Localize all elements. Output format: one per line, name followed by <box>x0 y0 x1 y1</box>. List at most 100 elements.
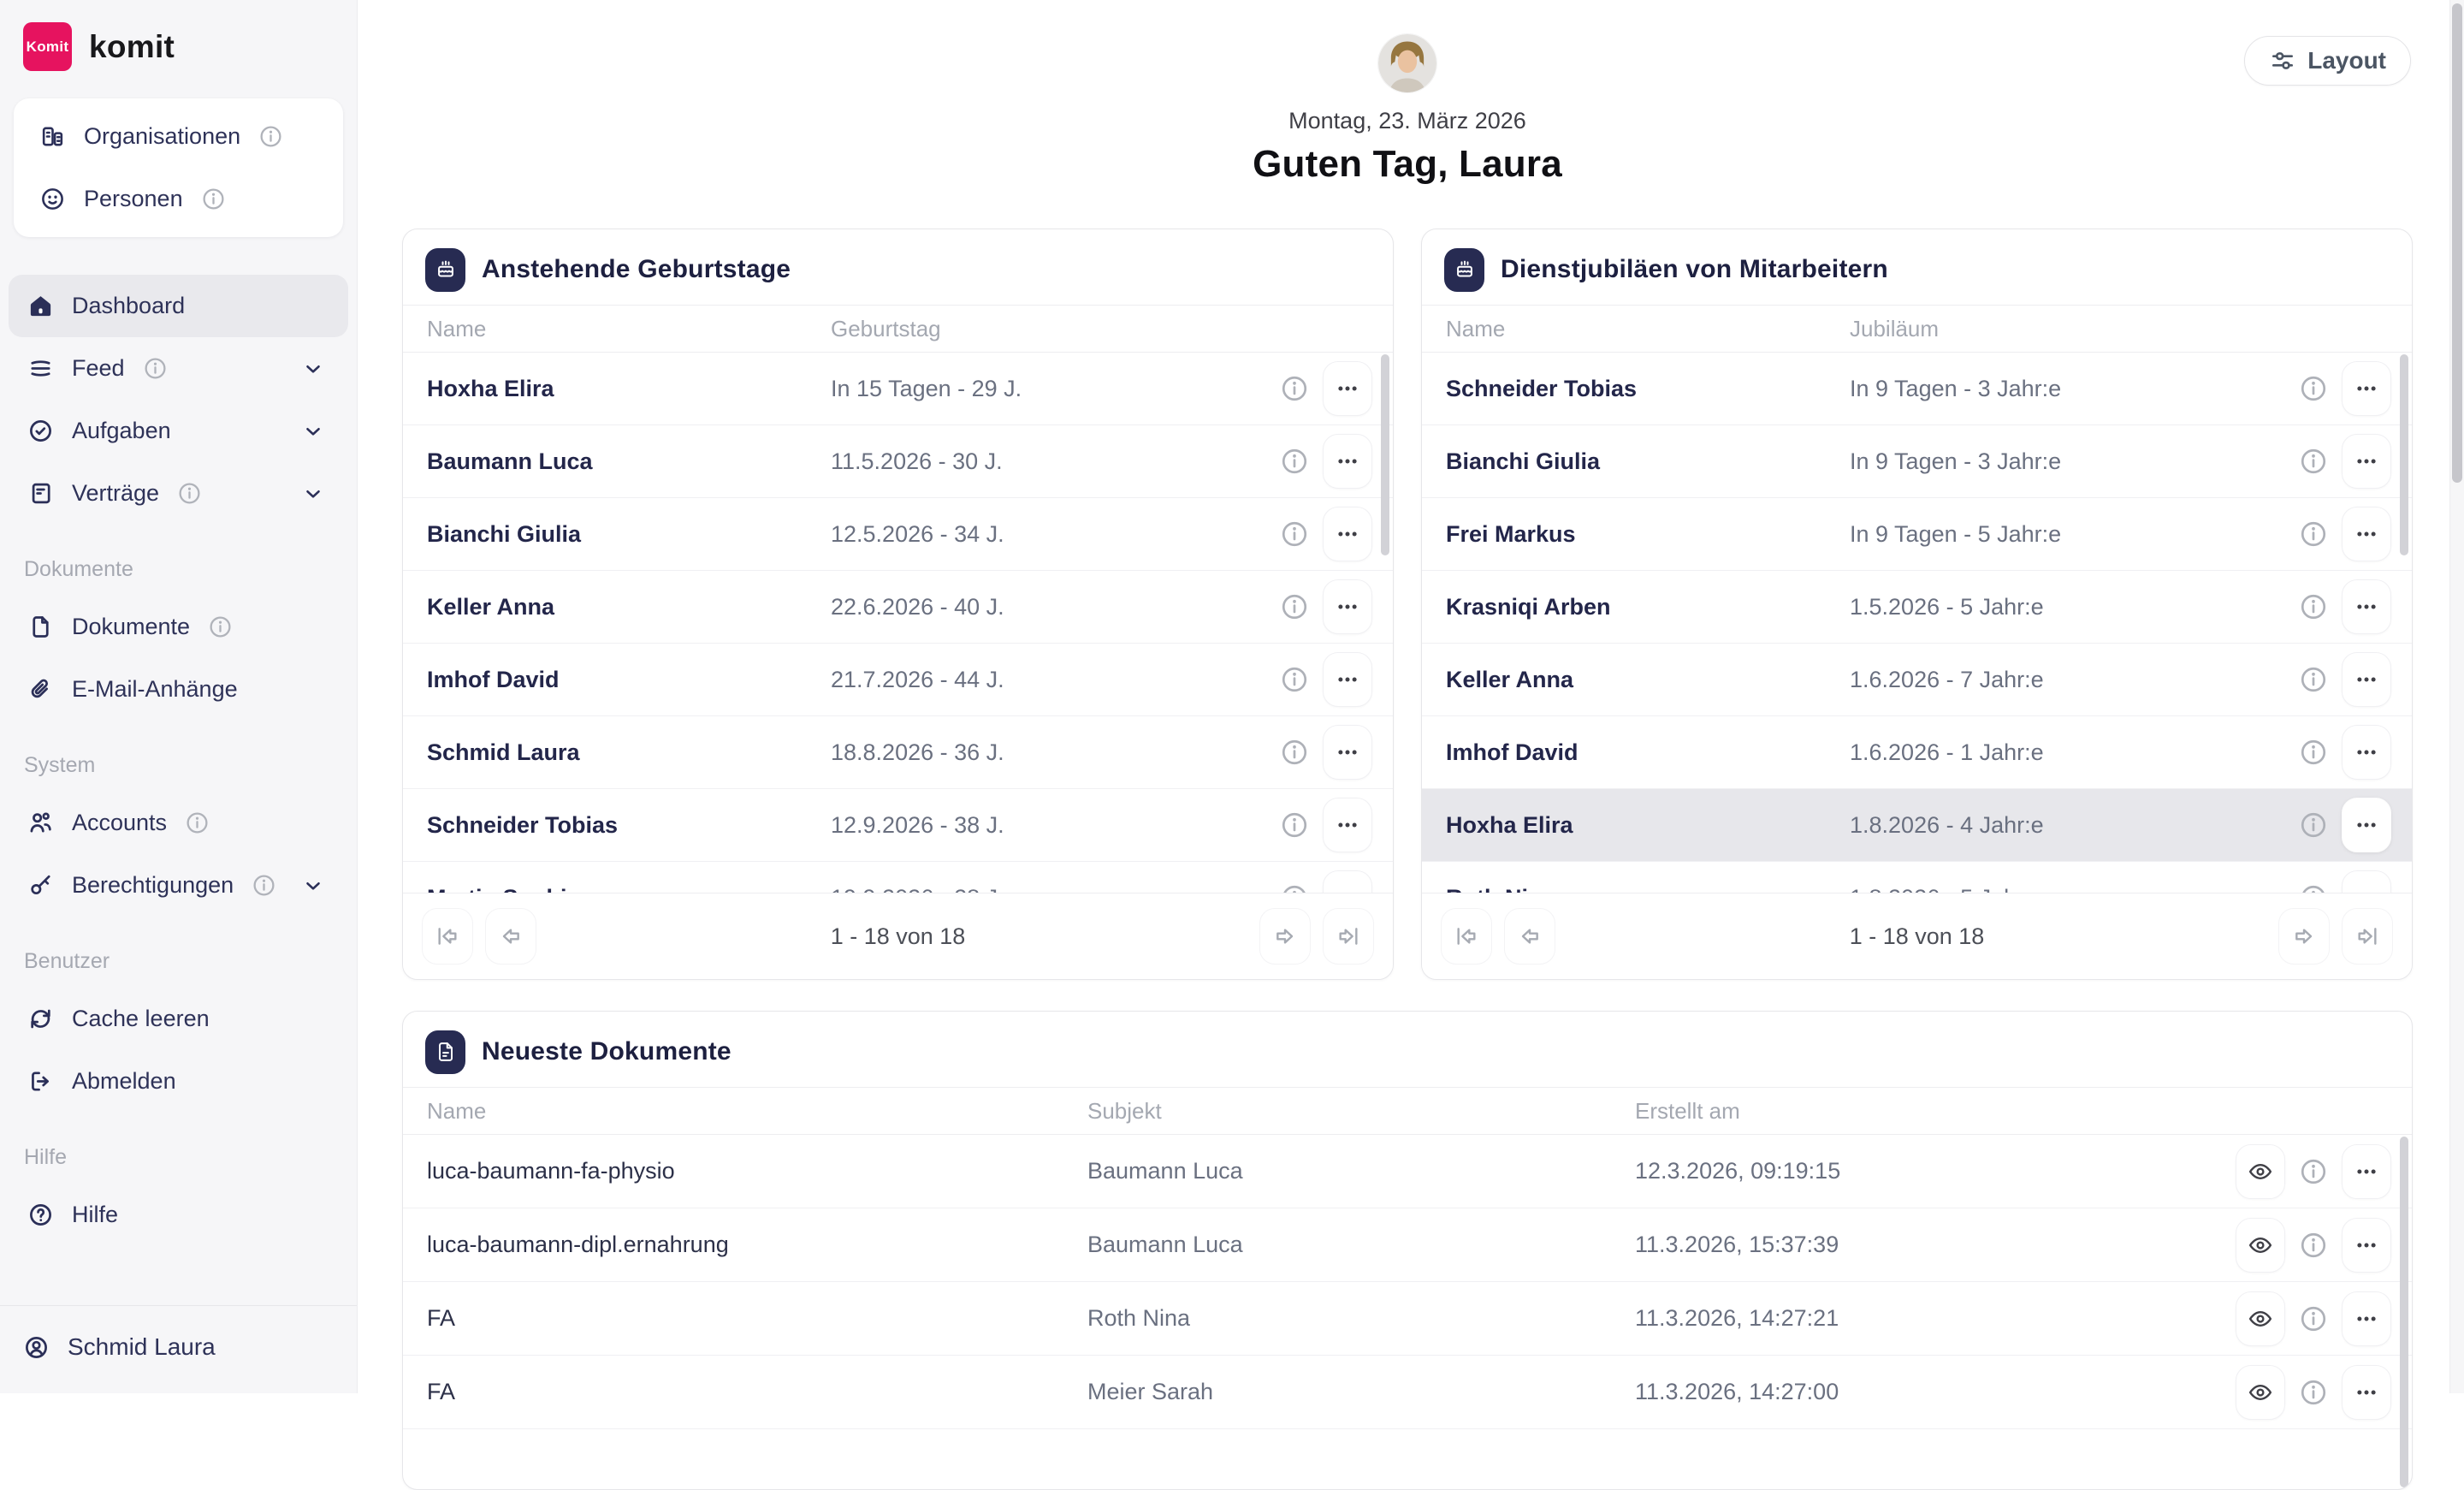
info-icon[interactable] <box>185 810 210 835</box>
table-row[interactable]: FA Meier Sarah 11.3.2026, 14:27:00 <box>403 1356 2412 1429</box>
info-icon[interactable] <box>208 614 233 639</box>
info-icon[interactable] <box>258 124 283 149</box>
chevron-down-icon[interactable] <box>302 420 324 442</box>
arrow-left-icon <box>1516 923 1543 950</box>
sidebar-item-email-anhaenge[interactable]: E-Mail-Anhänge <box>9 658 348 721</box>
sidebar-item-aufgaben[interactable]: Aufgaben <box>9 400 348 462</box>
table-row[interactable]: luca-baumann-fa-physio Baumann Luca 12.3… <box>403 1135 2412 1208</box>
info-button[interactable] <box>2299 1378 2328 1407</box>
current-user[interactable]: Schmid Laura <box>0 1306 357 1393</box>
sidebar-item-accounts[interactable]: Accounts <box>9 792 348 854</box>
more-button[interactable] <box>2342 507 2391 561</box>
table-row[interactable]: Hoxha Elira In 15 Tagen - 29 J. <box>403 353 1393 425</box>
more-button[interactable] <box>2342 434 2391 489</box>
sidebar-item-personen[interactable]: Personen <box>21 168 336 230</box>
anniversaries-table: Schneider Tobias In 9 Tagen - 3 Jahr:e B… <box>1422 353 2412 904</box>
more-button[interactable] <box>1323 361 1372 416</box>
info-button[interactable] <box>2299 665 2328 694</box>
sidebar-item-vertraege[interactable]: Verträge <box>9 462 348 525</box>
info-button[interactable] <box>2299 810 2328 840</box>
first-page-button[interactable] <box>1441 908 1492 965</box>
page-scrollbar[interactable] <box>2452 3 2462 483</box>
table-row[interactable]: Schneider Tobias 12.9.2026 - 38 J. <box>403 789 1393 862</box>
table-row[interactable]: Schmid Laura 18.8.2026 - 36 J. <box>403 716 1393 789</box>
info-button[interactable] <box>2299 374 2328 403</box>
info-button[interactable] <box>2299 1231 2328 1260</box>
prev-page-button[interactable] <box>485 908 536 965</box>
more-button[interactable] <box>1323 652 1372 707</box>
info-button[interactable] <box>2299 447 2328 476</box>
sidebar-item-abmelden[interactable]: Abmelden <box>9 1050 348 1113</box>
next-page-button[interactable] <box>2278 908 2330 965</box>
layout-button[interactable]: Layout <box>2244 36 2411 86</box>
preview-button[interactable] <box>2236 1364 2285 1420</box>
more-button[interactable] <box>2342 1364 2391 1420</box>
more-button[interactable] <box>2342 652 2391 707</box>
card-scrollbar[interactable] <box>2400 1137 2408 1487</box>
table-row[interactable]: Imhof David 21.7.2026 - 44 J. <box>403 644 1393 716</box>
info-icon[interactable] <box>201 187 226 211</box>
more-button[interactable] <box>1323 507 1372 561</box>
info-button[interactable] <box>2299 738 2328 767</box>
table-row[interactable]: FA Roth Nina 11.3.2026, 14:27:21 <box>403 1282 2412 1356</box>
sidebar-item-organisationen[interactable]: Organisationen <box>21 105 336 168</box>
sidebar-item-dashboard[interactable]: Dashboard <box>9 275 348 337</box>
more-button[interactable] <box>2342 1143 2391 1199</box>
preview-button[interactable] <box>2236 1217 2285 1273</box>
table-row[interactable]: Keller Anna 22.6.2026 - 40 J. <box>403 571 1393 644</box>
info-icon[interactable] <box>143 356 168 381</box>
card-scrollbar[interactable] <box>2400 354 2408 555</box>
more-button[interactable] <box>2342 725 2391 780</box>
table-row[interactable]: Krasniqi Arben 1.5.2026 - 5 Jahr:e <box>1422 571 2412 644</box>
prev-page-button[interactable] <box>1504 908 1555 965</box>
sidebar-item-berechtigungen[interactable]: Berechtigungen <box>9 854 348 917</box>
info-button[interactable] <box>2299 592 2328 621</box>
info-button[interactable] <box>1280 519 1309 549</box>
table-row[interactable]: Keller Anna 1.6.2026 - 7 Jahr:e <box>1422 644 2412 716</box>
info-button[interactable] <box>1280 738 1309 767</box>
info-button[interactable] <box>2299 519 2328 549</box>
card-scrollbar[interactable] <box>1381 354 1389 555</box>
last-page-button[interactable] <box>2342 908 2393 965</box>
more-button[interactable] <box>1323 434 1372 489</box>
next-page-button[interactable] <box>1259 908 1311 965</box>
info-button[interactable] <box>2299 1304 2328 1333</box>
table-row[interactable]: Schneider Tobias In 9 Tagen - 3 Jahr:e <box>1422 353 2412 425</box>
sidebar-item-dokumente[interactable]: Dokumente <box>9 596 348 658</box>
table-row[interactable]: luca-baumann-dipl.ernahrung Baumann Luca… <box>403 1208 2412 1282</box>
table-row[interactable]: Frei Markus In 9 Tagen - 5 Jahr:e <box>1422 498 2412 571</box>
info-button[interactable] <box>1280 810 1309 840</box>
table-row[interactable]: Bianchi Giulia 12.5.2026 - 34 J. <box>403 498 1393 571</box>
more-button[interactable] <box>1323 798 1372 852</box>
chevron-down-icon[interactable] <box>302 483 324 505</box>
info-icon[interactable] <box>177 481 202 506</box>
more-button[interactable] <box>2342 361 2391 416</box>
info-button[interactable] <box>2299 1157 2328 1186</box>
info-button[interactable] <box>1280 374 1309 403</box>
sidebar-item-feed[interactable]: Feed <box>9 337 348 400</box>
more-button[interactable] <box>2342 1291 2391 1346</box>
table-row[interactable]: Hoxha Elira 1.8.2026 - 4 Jahr:e <box>1422 789 2412 862</box>
info-icon[interactable] <box>252 873 276 898</box>
table-row[interactable]: Bianchi Giulia In 9 Tagen - 3 Jahr:e <box>1422 425 2412 498</box>
info-button[interactable] <box>1280 592 1309 621</box>
person-name: Keller Anna <box>1446 666 1574 692</box>
info-button[interactable] <box>1280 447 1309 476</box>
info-button[interactable] <box>1280 665 1309 694</box>
avatar[interactable] <box>1378 34 1436 92</box>
last-page-button[interactable] <box>1323 908 1374 965</box>
more-button[interactable] <box>1323 725 1372 780</box>
table-row[interactable]: Imhof David 1.6.2026 - 1 Jahr:e <box>1422 716 2412 789</box>
chevron-down-icon[interactable] <box>302 875 324 897</box>
more-button[interactable] <box>1323 579 1372 634</box>
chevron-down-icon[interactable] <box>302 358 324 380</box>
more-button[interactable] <box>2342 1217 2391 1273</box>
more-button[interactable] <box>2342 798 2391 852</box>
more-button[interactable] <box>2342 579 2391 634</box>
sidebar-item-hilfe[interactable]: Hilfe <box>9 1184 348 1246</box>
preview-button[interactable] <box>2236 1143 2285 1199</box>
sidebar-item-cache-leeren[interactable]: Cache leeren <box>9 988 348 1050</box>
first-page-button[interactable] <box>422 908 473 965</box>
table-row[interactable]: Baumann Luca 11.5.2026 - 30 J. <box>403 425 1393 498</box>
preview-button[interactable] <box>2236 1291 2285 1346</box>
